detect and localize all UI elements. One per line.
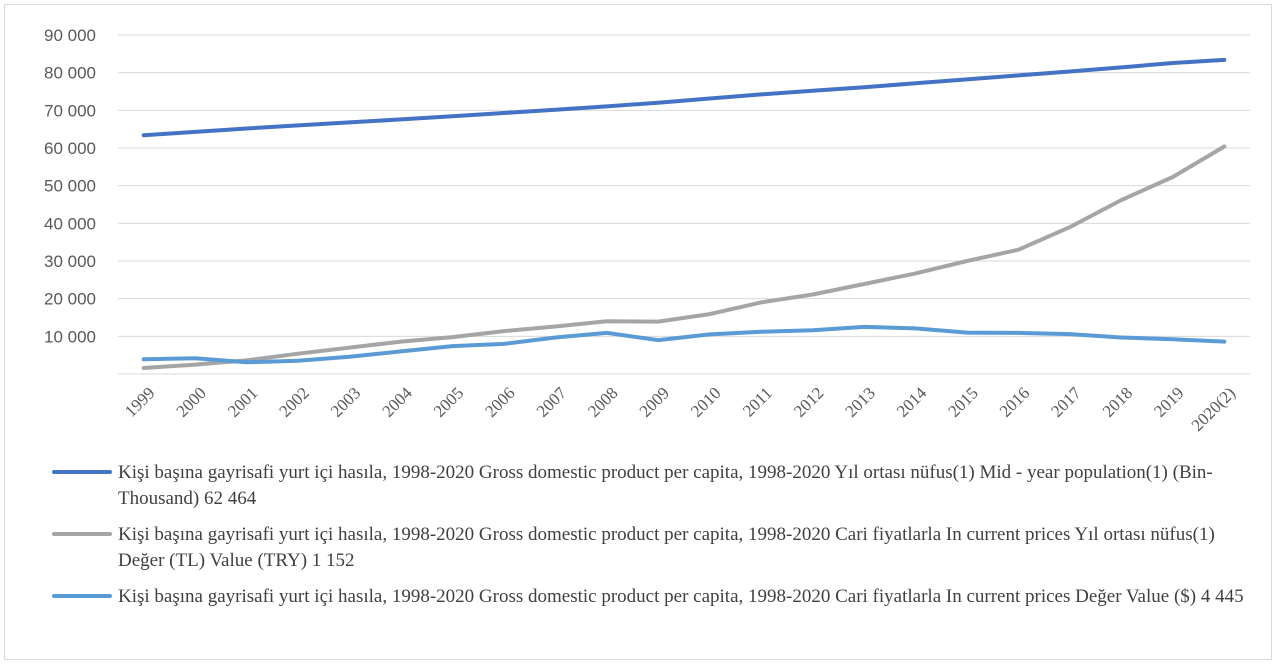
x-tick-label: 2017 — [1047, 383, 1085, 421]
x-tick-label: 2006 — [481, 383, 518, 420]
x-tick-label: 2009 — [636, 383, 673, 420]
x-tick-label: 2010 — [687, 383, 724, 420]
x-tick-label: 2020(2) — [1188, 383, 1239, 434]
y-tick-label: 70 000 — [44, 101, 96, 120]
x-tick-label: 2013 — [841, 383, 878, 420]
x-tick-label: 2011 — [739, 383, 776, 420]
y-tick-label: 10 000 — [44, 327, 96, 346]
x-tick-label: 1999 — [121, 383, 158, 420]
legend-swatch-gdp-usd — [52, 594, 112, 598]
x-tick-label: 2012 — [790, 383, 827, 420]
legend-label-gdp-usd: Kişi başına gayrisafi yurt içi hasıla, 1… — [118, 586, 1244, 607]
series-line-0 — [141, 57, 1227, 138]
x-tick-label: 2004 — [378, 383, 416, 421]
series-line-2 — [141, 324, 1227, 365]
x-tick-label: 2007 — [533, 383, 571, 421]
legend-swatch-gdp-tl — [52, 532, 112, 536]
x-tick-label: 2000 — [173, 383, 210, 420]
legend-item-population: Kişi başına gayrisafi yurt içi hasıla, 1… — [52, 460, 1262, 512]
series-line-1 — [141, 144, 1227, 370]
x-tick-label: 2018 — [1099, 383, 1136, 420]
legend-item-gdp-tl: Kişi başına gayrisafi yurt içi hasıla, 1… — [52, 522, 1262, 574]
x-tick-label: 2008 — [584, 383, 621, 420]
y-tick-label: 40 000 — [44, 214, 96, 233]
x-tick-label: 2015 — [944, 383, 981, 420]
x-tick-label: 2019 — [1150, 383, 1187, 420]
x-tick-label: 2001 — [224, 383, 261, 420]
legend-label-population: Kişi başına gayrisafi yurt içi hasıla, 1… — [118, 462, 1213, 509]
y-tick-label: 60 000 — [44, 139, 96, 158]
y-tick-label: 80 000 — [44, 64, 96, 83]
legend-item-gdp-usd: Kişi başına gayrisafi yurt içi hasıla, 1… — [52, 584, 1262, 610]
legend-label-gdp-tl: Kişi başına gayrisafi yurt içi hasıla, 1… — [118, 524, 1215, 571]
chart-plot: 10 000 20 000 30 000 40 000 50 000 60 000 70 0… — [44, 26, 1250, 435]
x-tick-label: 2003 — [327, 383, 364, 420]
y-tick-label: 20 000 — [44, 290, 96, 309]
x-tick-label: 2002 — [275, 383, 312, 420]
legend-swatch-population — [52, 470, 112, 474]
x-tick-label: 2014 — [893, 383, 931, 421]
y-tick-label: 50 000 — [44, 177, 96, 196]
x-tick-label: 2016 — [996, 383, 1033, 420]
y-tick-label: 30 000 — [44, 252, 96, 271]
y-tick-label: 90 000 — [44, 26, 96, 45]
x-tick-label: 2005 — [430, 383, 467, 420]
legend: Kişi başına gayrisafi yurt içi hasıla, 1… — [52, 460, 1262, 620]
